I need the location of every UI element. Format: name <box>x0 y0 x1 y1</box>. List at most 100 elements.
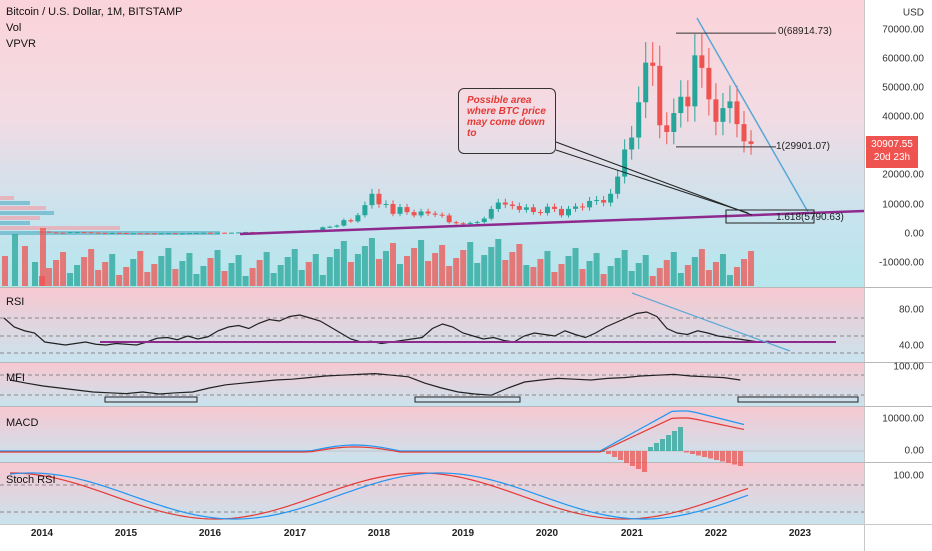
mfi-zone-box <box>414 396 521 403</box>
rsi-pane[interactable] <box>0 287 864 362</box>
macd-hist-bar <box>660 439 665 451</box>
volume-bar <box>516 244 523 286</box>
volume-bar <box>22 246 28 286</box>
volume-bar <box>481 255 488 286</box>
year-label: 2015 <box>114 528 138 539</box>
rsi-label[interactable]: RSI <box>6 296 25 308</box>
macd-label[interactable]: MACD <box>6 417 39 429</box>
candle-body <box>664 125 670 132</box>
fib-label-1618: 1.618(5790.63) <box>776 212 844 223</box>
volume-bar <box>453 258 460 286</box>
volume-bar <box>361 246 368 286</box>
candle-body <box>165 233 171 235</box>
volume-bar <box>698 249 705 286</box>
volume-bar <box>319 275 326 286</box>
mfi-pane[interactable] <box>0 362 864 406</box>
macd-line <box>0 410 745 452</box>
price-tick: 20000.00 <box>882 169 924 181</box>
candle-body <box>362 205 368 216</box>
price-tick: 0.00 <box>904 228 924 240</box>
candle-body <box>734 101 740 125</box>
volume-bar <box>635 263 642 286</box>
volume-bar <box>719 254 726 286</box>
price-tick: 50000.00 <box>882 82 924 94</box>
macd-hist-bar <box>672 431 677 451</box>
year-label: 2021 <box>620 528 644 539</box>
year-label: 2022 <box>704 528 728 539</box>
candle-body <box>699 55 705 68</box>
macd-hist-bar <box>684 451 689 453</box>
candle-body <box>418 211 424 216</box>
axis-corner <box>864 524 932 551</box>
macd-hist-bar <box>624 451 629 463</box>
year-label: 2016 <box>198 528 222 539</box>
volume-bar <box>60 252 67 286</box>
stoch-axis[interactable] <box>864 462 932 524</box>
candle-body <box>678 96 684 114</box>
year-label: 2020 <box>535 528 559 539</box>
mfi-axis[interactable] <box>864 362 932 406</box>
volume-bar <box>530 267 537 286</box>
volume-bar <box>628 271 635 286</box>
pane-separator[interactable] <box>0 406 932 407</box>
volume-bar <box>95 270 102 286</box>
volume-bar <box>186 253 193 286</box>
macd-hist-bar <box>702 451 707 457</box>
candle-body <box>179 233 185 235</box>
pane-separator[interactable] <box>0 362 932 363</box>
year-label: 2014 <box>30 528 54 539</box>
volume-bar <box>425 261 432 286</box>
macd-hist-bar <box>696 451 701 456</box>
candle-body <box>495 202 501 210</box>
bar-countdown: 20d 23h <box>873 152 911 163</box>
macd-axis[interactable] <box>864 406 932 462</box>
candle-body <box>116 232 122 234</box>
candle-body <box>130 233 136 235</box>
time-axis[interactable] <box>0 524 864 551</box>
price-candles <box>39 33 754 235</box>
volume-bar <box>179 261 186 286</box>
vpvr-bar <box>0 221 30 225</box>
candle-body <box>650 62 656 66</box>
vol-indicator-label[interactable]: Vol <box>6 22 22 34</box>
volume-bar <box>333 249 340 286</box>
volume-bar <box>368 238 375 286</box>
stoch-rsi-label[interactable]: Stoch RSI <box>6 474 56 486</box>
candle-body <box>215 232 220 234</box>
mfi-label[interactable]: MFI <box>6 372 25 384</box>
stoch-rsi-pane[interactable] <box>0 462 864 524</box>
volume-bar <box>284 257 291 286</box>
volume-bar <box>656 268 663 286</box>
volume-bar <box>228 263 235 286</box>
stoch-d-line <box>9 472 749 520</box>
volume-bar <box>277 265 284 286</box>
pane-separator[interactable] <box>0 462 932 463</box>
vpvr-indicator-label[interactable]: VPVR <box>6 38 36 50</box>
vpvr-bar <box>0 211 54 215</box>
symbol-title[interactable]: Bitcoin / U.S. Dollar, 1M, BITSTAMP <box>6 6 183 18</box>
volume-bar <box>256 260 263 286</box>
volume-bar <box>144 272 151 286</box>
candle-body <box>144 233 150 235</box>
volume-bar <box>502 260 509 286</box>
candle-body <box>123 233 129 235</box>
candle-body <box>643 62 649 103</box>
macd-hist-bar <box>636 451 641 469</box>
support-trendline <box>239 209 865 236</box>
pane-separator[interactable] <box>0 287 932 288</box>
price-pane[interactable] <box>0 0 864 287</box>
mfi-zone-box <box>104 396 198 403</box>
candle-body <box>60 232 66 234</box>
volume-bar <box>74 265 81 286</box>
macd-hist-bar <box>732 451 737 465</box>
volume-bar <box>691 257 698 286</box>
candle-body <box>558 208 564 216</box>
rsi-axis[interactable] <box>864 287 932 362</box>
callout-annotation[interactable]: Possible area where BTC price may come d… <box>458 88 556 154</box>
candle-body <box>172 233 178 235</box>
candle-body <box>509 204 515 207</box>
candle-body <box>67 232 73 234</box>
volume-bar <box>460 250 467 286</box>
volume-bar <box>748 251 755 286</box>
